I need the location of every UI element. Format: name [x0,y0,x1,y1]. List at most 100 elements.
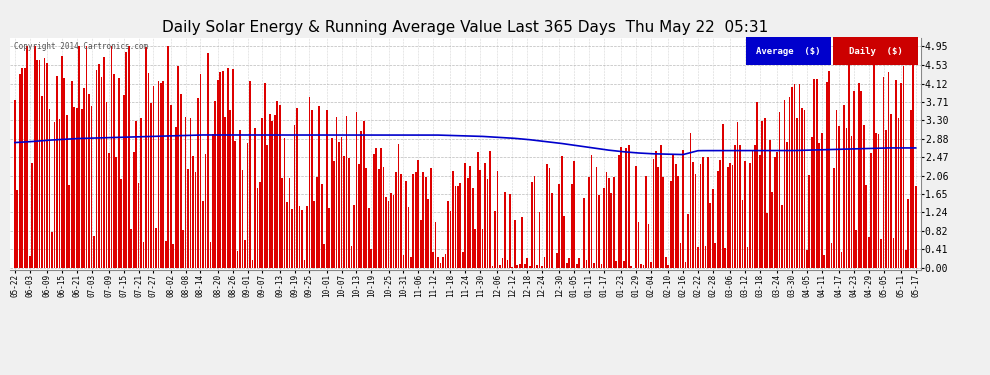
Bar [405,181,407,268]
Bar [472,188,473,268]
Bar [497,171,498,268]
Bar [482,229,483,268]
Bar [737,122,739,268]
Bar [316,177,318,268]
Bar [761,121,763,268]
Bar [717,171,719,268]
Bar [616,261,617,268]
Bar [271,121,273,268]
Bar [626,148,627,268]
Bar [162,81,164,268]
Bar [484,162,486,268]
Bar [591,154,592,268]
Bar [245,240,246,268]
Bar [222,71,224,268]
Bar [321,183,323,268]
Bar [910,110,912,268]
Bar [242,170,244,268]
Bar [464,163,466,268]
Bar [251,260,253,268]
Bar [697,247,699,268]
Bar [801,108,803,268]
Bar [831,243,833,268]
Title: Daily Solar Energy & Running Average Value Last 365 Days  Thu May 22  05:31: Daily Solar Energy & Running Average Val… [162,20,768,35]
Bar [487,180,488,268]
Bar [474,229,476,268]
Bar [279,105,280,268]
Bar [34,46,36,268]
Bar [58,120,60,268]
Bar [650,262,651,268]
Bar [240,130,241,268]
Bar [687,214,689,268]
Bar [855,230,857,268]
Bar [133,152,135,268]
Bar [544,256,545,268]
Bar [71,81,72,268]
Bar [769,140,770,268]
Bar [121,179,122,268]
Bar [157,81,159,268]
Bar [799,84,800,268]
Bar [425,177,427,268]
Bar [81,110,82,268]
Bar [378,169,379,268]
Bar [207,53,209,268]
Bar [319,106,320,268]
Bar [710,202,711,268]
Bar [410,256,412,268]
Bar [804,110,805,268]
Bar [908,199,909,268]
Bar [457,186,458,268]
Bar [660,145,661,268]
Bar [56,76,57,268]
Bar [123,95,125,268]
Bar [514,220,516,268]
Bar [759,155,760,268]
Bar [576,264,577,268]
Bar [331,138,333,268]
Bar [360,131,362,268]
Bar [551,193,552,268]
Bar [834,38,918,65]
Bar [489,152,491,268]
Bar [413,174,414,268]
Bar [527,258,528,268]
Bar [113,74,115,268]
Bar [858,83,859,268]
Bar [393,195,394,268]
Bar [220,72,221,268]
Bar [779,111,780,268]
Bar [608,178,610,268]
Bar [200,74,201,268]
Bar [853,91,854,268]
Bar [344,156,345,268]
Bar [237,251,239,268]
Bar [301,210,303,268]
Text: Daily  ($): Daily ($) [848,47,903,56]
Bar [101,77,102,268]
Bar [878,134,879,268]
Bar [816,79,818,268]
Bar [690,133,691,268]
Bar [631,266,632,268]
Bar [73,107,75,268]
Bar [900,83,902,268]
Bar [39,60,41,268]
Bar [49,109,50,268]
Bar [136,121,137,268]
Bar [232,69,234,268]
Bar [37,60,38,268]
Bar [680,243,681,268]
Bar [839,126,840,268]
Bar [623,261,625,268]
Bar [548,168,550,268]
Bar [266,145,268,268]
Bar [888,72,889,268]
Bar [443,257,444,268]
Bar [108,153,110,268]
Bar [261,118,263,268]
Bar [568,258,570,268]
Bar [53,122,55,268]
Bar [160,83,161,268]
